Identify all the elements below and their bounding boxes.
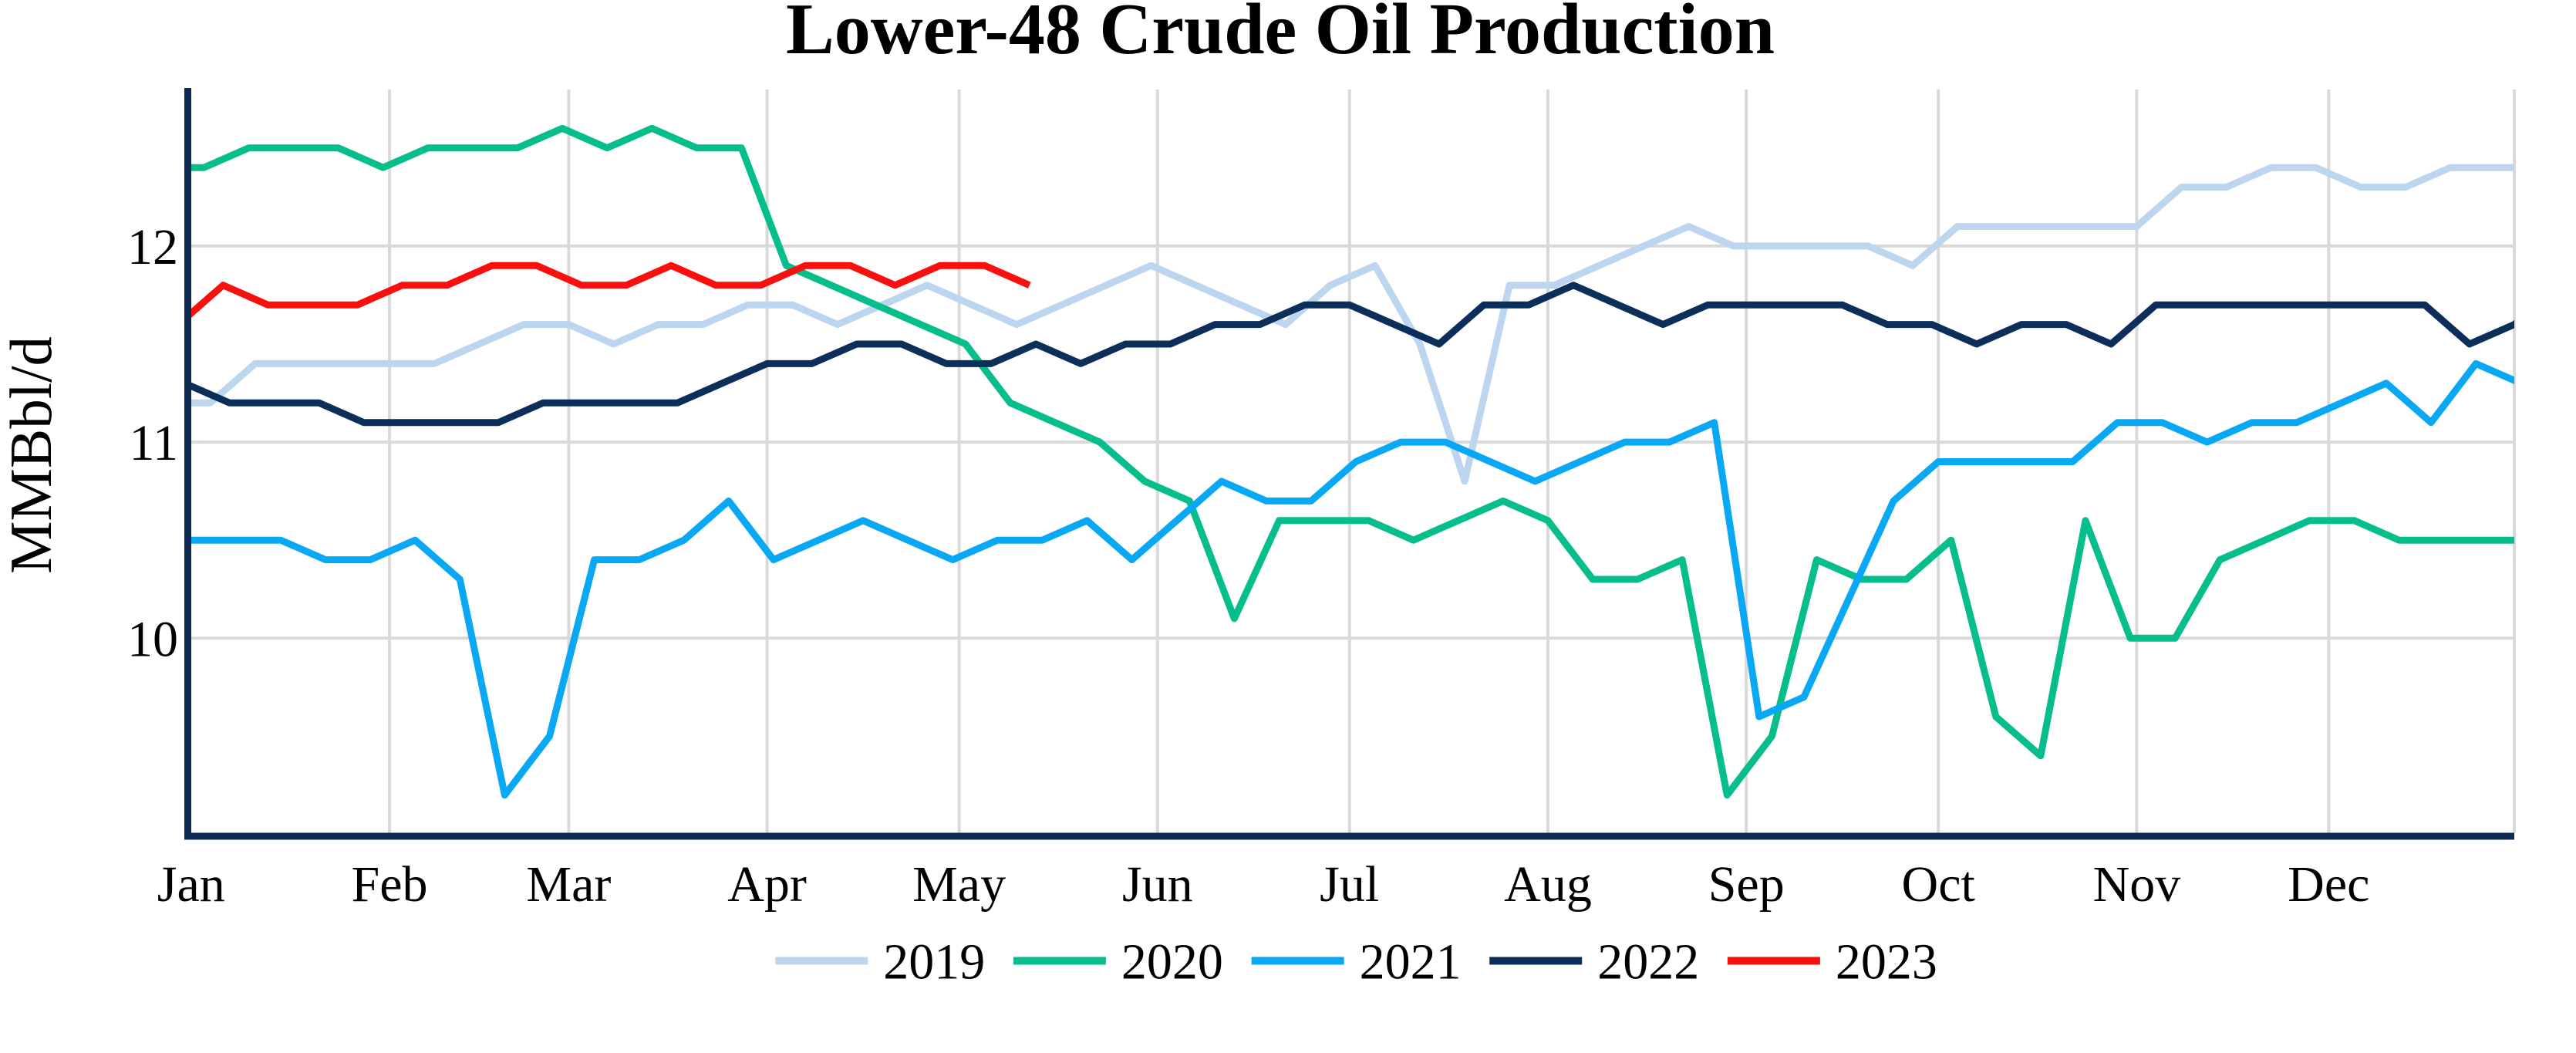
svg-text:Mar: Mar bbox=[526, 856, 611, 913]
svg-text:2021: 2021 bbox=[1360, 934, 1462, 991]
svg-text:Jun: Jun bbox=[1122, 856, 1193, 913]
svg-text:11: 11 bbox=[129, 415, 178, 471]
svg-text:Jan: Jan bbox=[157, 856, 225, 913]
svg-text:Lower-48 Crude Oil Production: Lower-48 Crude Oil Production bbox=[786, 0, 1775, 69]
svg-text:2023: 2023 bbox=[1836, 934, 1937, 991]
svg-text:May: May bbox=[912, 856, 1006, 913]
svg-text:Apr: Apr bbox=[727, 856, 807, 913]
svg-text:Oct: Oct bbox=[1902, 856, 1975, 913]
svg-text:Jul: Jul bbox=[1320, 856, 1379, 913]
svg-text:MMBbl/d: MMBbl/d bbox=[0, 336, 64, 574]
svg-text:Sep: Sep bbox=[1708, 856, 1785, 913]
svg-text:12: 12 bbox=[127, 219, 178, 275]
svg-text:2020: 2020 bbox=[1121, 934, 1223, 991]
svg-text:2022: 2022 bbox=[1597, 934, 1699, 991]
svg-text:2019: 2019 bbox=[883, 934, 985, 991]
svg-text:Aug: Aug bbox=[1504, 856, 1592, 913]
svg-text:Dec: Dec bbox=[2288, 856, 2369, 913]
svg-text:10: 10 bbox=[127, 611, 178, 667]
svg-text:Nov: Nov bbox=[2093, 856, 2181, 913]
svg-text:Feb: Feb bbox=[352, 856, 428, 913]
